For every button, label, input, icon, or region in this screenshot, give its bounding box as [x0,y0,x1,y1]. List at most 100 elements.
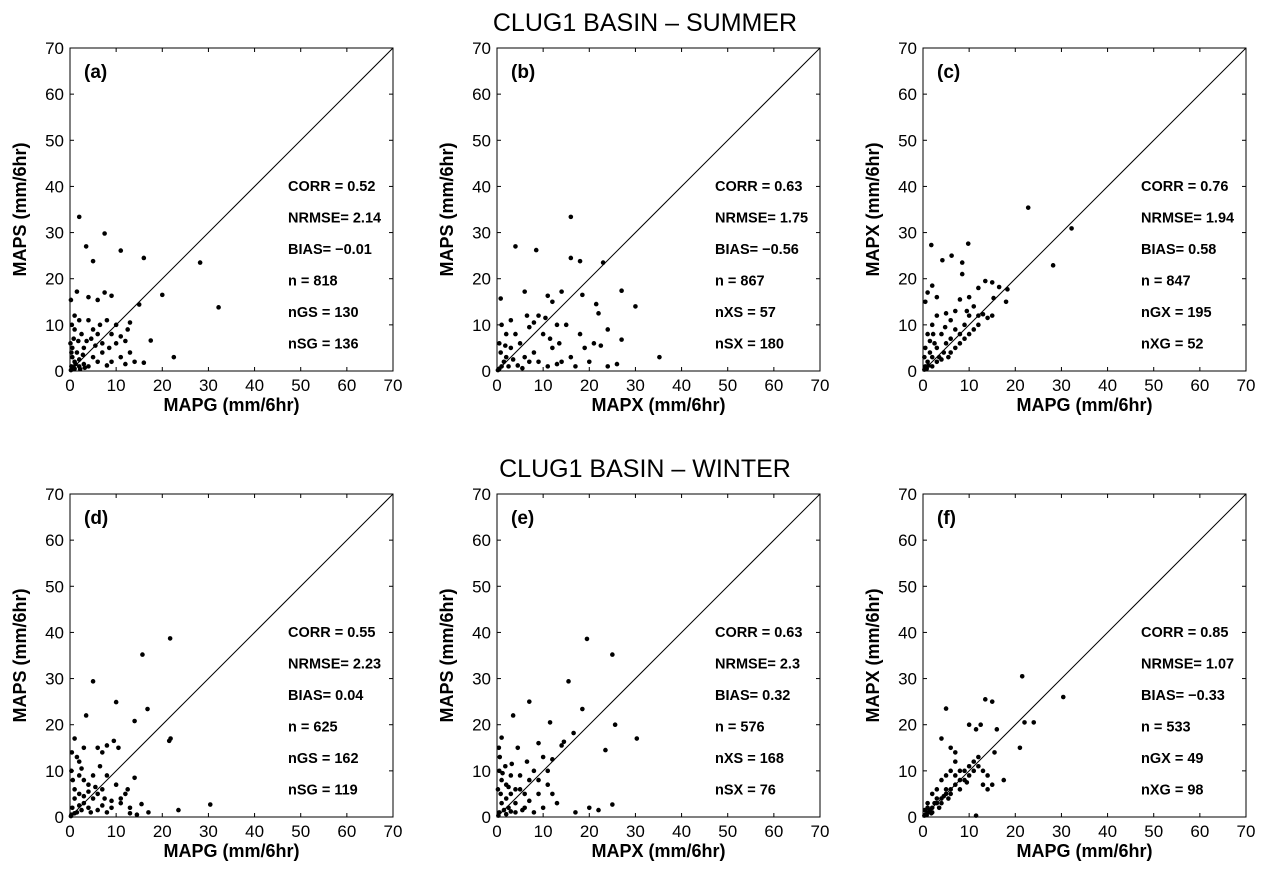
y-tick-label: 20 [898,270,917,289]
stat-text: nSG = 136 [288,337,359,353]
data-point [536,791,541,797]
data-point [100,350,105,355]
data-point [943,311,949,316]
data-point [68,341,73,346]
data-point [90,327,96,332]
data-point [976,322,981,328]
y-tick-label: 10 [45,762,64,781]
data-point [95,807,100,813]
data-point [509,761,515,767]
y-tick-label: 0 [482,808,491,827]
x-tick-label: 70 [1237,822,1256,841]
data-point [72,313,77,318]
data-point [980,768,986,774]
data-point [531,768,537,774]
data-point [104,773,110,778]
data-point [934,294,940,300]
y-tick-label: 70 [898,39,917,58]
stat-text: n = 576 [715,720,765,736]
scatter-panel-c: 0 10 20 30 40 50 60 70 0 10 20 30 40 50 60 70 (c) CORR = … [863,39,1255,415]
data-point [132,718,137,724]
data-point [497,768,502,774]
data-point [949,253,954,258]
data-point [976,285,981,291]
data-point [127,811,133,816]
data-point [923,345,928,351]
y-axis-label: MAPS (mm/6hr) [10,142,30,276]
data-point [86,789,91,794]
data-point [148,338,154,343]
data-point [545,768,551,774]
data-point [989,280,995,285]
data-point [953,759,958,764]
data-point [556,341,562,346]
data-point [971,327,977,332]
data-point [1019,673,1025,679]
stat-text: BIAS= −0.01 [288,242,372,258]
data-point [545,782,551,787]
data-point [533,247,539,253]
data-point [123,361,128,367]
stat-text: CORR = 0.85 [1141,625,1228,641]
stat-text: BIAS= −0.56 [715,242,799,258]
x-tick-label: 30 [199,822,218,841]
x-tick-label: 70 [811,376,830,395]
y-tick-label: 70 [898,485,917,504]
data-point [76,773,82,778]
data-point [614,361,620,367]
data-point [168,736,173,741]
one-to-one-line [922,493,1247,818]
y-axis-label: MAPS (mm/6hr) [10,588,30,722]
data-point [580,706,585,712]
data-point [568,255,574,261]
y-tick-label: 10 [898,316,917,335]
data-point [1017,745,1023,751]
x-tick-label: 10 [107,822,126,841]
data-point [499,735,504,740]
y-tick-label: 70 [472,39,491,58]
data-point [140,652,145,657]
x-tick-label: 20 [580,822,599,841]
stat-text: n = 533 [1141,720,1191,736]
data-point [515,745,521,751]
data-point [517,341,523,346]
data-point [139,801,144,807]
data-point [73,361,78,367]
data-point [976,763,981,769]
axes-frame [922,47,1247,372]
data-point [74,754,80,760]
data-point [93,784,98,790]
data-point [543,315,548,321]
one-to-one-line [69,493,394,818]
data-point [520,365,525,371]
data-point [127,320,133,325]
x-tick-label: 20 [153,822,172,841]
data-point [953,308,958,314]
data-point [953,750,958,755]
data-point [100,341,105,346]
data-point [95,791,100,797]
data-point [989,313,995,318]
axes-frame [496,493,821,818]
data-point [1031,720,1037,725]
data-point [946,354,951,360]
data-point [536,777,541,783]
data-point [90,354,96,360]
data-point [524,313,530,318]
data-point [531,350,537,355]
x-tick-label: 40 [245,822,264,841]
y-tick-label: 0 [908,808,917,827]
data-point [118,248,124,253]
x-tick-label: 30 [1052,822,1071,841]
data-point [980,311,986,317]
y-tick-label: 10 [898,762,917,781]
data-point [522,289,527,294]
x-tick-label: 20 [153,376,172,395]
data-point [953,773,958,778]
data-point [109,331,114,337]
y-tick-label: 20 [898,716,917,735]
data-point [86,782,91,787]
scatter-panel-f: 0 10 20 30 40 50 60 70 0 10 20 30 40 50 60 70 (f) CORR = … [863,485,1255,861]
data-point [953,782,958,787]
x-tick-label: 40 [1098,376,1117,395]
